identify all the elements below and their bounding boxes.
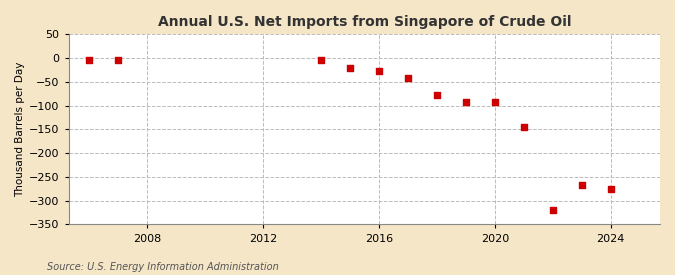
Y-axis label: Thousand Barrels per Day: Thousand Barrels per Day — [15, 62, 25, 197]
Point — [113, 57, 124, 62]
Point — [460, 100, 471, 104]
Point — [605, 187, 616, 191]
Title: Annual U.S. Net Imports from Singapore of Crude Oil: Annual U.S. Net Imports from Singapore o… — [157, 15, 571, 29]
Point — [518, 125, 529, 129]
Point — [576, 183, 587, 188]
Point — [315, 58, 326, 63]
Point — [489, 100, 500, 104]
Point — [373, 69, 384, 74]
Point — [431, 93, 442, 97]
Text: Source: U.S. Energy Information Administration: Source: U.S. Energy Information Administ… — [47, 262, 279, 272]
Point — [547, 208, 558, 212]
Point — [402, 76, 413, 80]
Point — [84, 57, 95, 62]
Point — [344, 65, 355, 70]
